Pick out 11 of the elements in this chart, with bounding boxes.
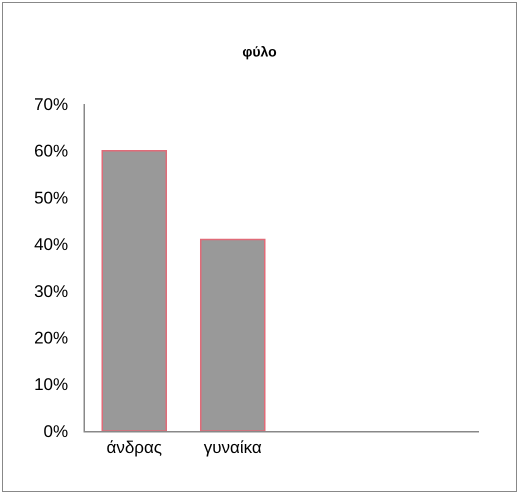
x-tick-label: άνδρας [106,438,162,457]
y-tick-label: 40% [34,235,68,254]
y-tick-label: 50% [34,188,68,208]
y-tick-label: 60% [34,142,68,161]
y-tick-label: 10% [34,375,68,394]
y-tick-label: 0% [44,422,68,441]
y-tick-label: 30% [34,282,68,301]
y-tick-label: 20% [34,328,68,348]
y-tick-label: 70% [34,94,68,114]
x-tick-label: γυναίκα [204,438,262,457]
chart-title: φύλο [242,44,277,60]
